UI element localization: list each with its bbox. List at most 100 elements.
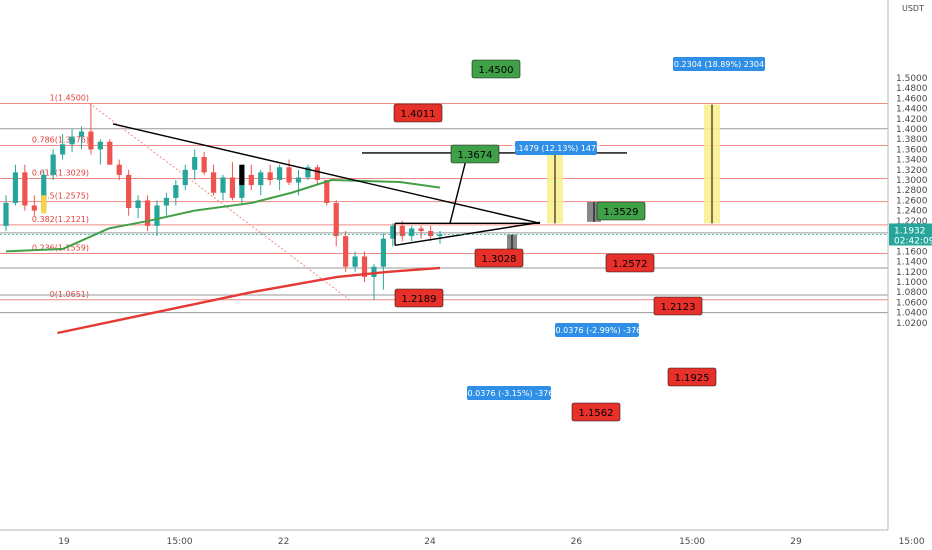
price-tag-box [571,402,621,422]
time-axis-tick: 22 [278,537,289,547]
price-tag-box [450,144,500,164]
projection-line [449,151,469,224]
candle-body [371,266,377,277]
measure-tag-box [467,386,551,400]
candle-body [88,131,94,150]
candle-body [305,167,311,178]
price-tag-label: 1.3529 [604,207,639,218]
time-axis-tick: 19 [58,537,70,547]
candle-body [409,228,415,237]
price-tags[interactable]: 1.4500 1.4011 1.3674 1.3529 1.3028 1.2572 1.21… [393,57,765,422]
price-axis-tick: 1.4200 [896,115,928,125]
price-axis-tick: 1.3800 [896,135,928,145]
price-tag-box [474,248,524,268]
horizontal-levels [0,128,888,314]
candle-body [201,157,207,173]
measure-tag-label: -0.0376 (-3.15%) -376 [465,389,554,398]
current-price-tag [889,223,932,246]
price-axis-tick: 1.1000 [896,278,928,288]
lower-trendline [394,221,541,246]
price-axis-tick: 1.4400 [896,105,928,115]
ma-red-line [57,266,441,335]
candle-body [126,174,132,209]
candle-body [41,174,47,211]
candle-body [267,172,273,180]
fib-level-label: 0.5(1.2575) [42,192,89,201]
fib-level-label: 1(1.4500) [50,94,89,103]
time-axis-tick: 15:00 [899,537,925,547]
price-tag-label: 1.3028 [482,254,517,265]
candle-body [22,172,28,206]
price-axis-tick: 1.3000 [896,176,928,186]
price-tag-box [653,296,703,316]
fib-level-label: 0.382(1.2121) [32,215,89,224]
time-axis-tick: 26 [571,537,583,547]
highlight-candle [41,195,47,214]
candle-body [12,172,19,203]
currency-label: USDT [902,4,924,13]
candle-body [418,228,424,231]
candle-body [50,154,56,175]
measure-tag-label: 0.2304 (18.89%) 2304 [674,60,764,69]
candle-body [239,174,245,198]
candles [3,103,443,300]
price-axis-tick: 1.2200 [896,217,928,227]
price-tag-box [596,201,646,221]
upper-trendline [112,123,541,225]
candle-body [437,234,443,237]
price-tag-box [471,59,521,79]
price-axis-tick: 1.0400 [896,309,928,319]
candle-body [78,131,85,137]
current-price-value: 1.1932 [894,226,926,236]
price-tag-label: 1.1925 [675,373,710,384]
price-tag-label: 1.3674 [458,150,493,161]
candle-body [97,141,103,150]
price-tag-label: 1.2123 [661,302,696,313]
candle-body [286,167,292,183]
candle-body [390,225,396,239]
candle-body [248,174,254,186]
measure-tag-box [515,141,597,155]
price-axis-tick: 1.5000 [896,74,928,84]
candle-body [343,236,349,267]
candle-body [220,177,226,193]
candle-body [314,167,320,180]
moving-averages [5,178,441,335]
price-axis-tick: 1.1400 [896,258,928,268]
measure-tag-box [555,323,639,337]
time-axis-tick: 29 [790,537,802,547]
candle-body [135,200,141,209]
price-axis-tick: 1.3400 [896,156,928,166]
time-axis-tick: 15:00 [679,537,705,547]
price-tag-box [394,288,444,308]
price-tag-label: 1.4500 [479,65,514,76]
price-axis-tick: 1.3200 [896,166,928,176]
price-tag-label: 1.4011 [401,109,436,120]
candle-body [3,202,9,226]
highlight-candle [239,164,245,186]
price-axis-tick: 1.4800 [896,84,928,94]
candle-body [427,231,434,237]
price-axis-tick: 1.0600 [896,298,928,308]
candle-body [333,202,339,237]
candle-body [192,157,198,170]
current-price-countdown: 02:42:09 [894,236,932,246]
time-axis-tick: 24 [424,537,436,547]
price-axis-tick: 1.2400 [896,207,928,217]
price-axis-tick: 1.4600 [896,94,928,104]
candle-body [380,238,386,267]
candle-body [116,164,122,175]
price-axis-tick: 1.4000 [896,125,928,135]
candle-body [31,205,37,211]
candle-body [182,169,188,186]
ma-green-line [5,178,441,253]
candle-body [361,256,368,277]
candle-body [144,200,151,226]
candle-body [399,225,405,237]
price-tag-label: 1.2572 [613,259,648,270]
price-axis[interactable]: 1.50001.48001.46001.44001.42001.40001.38… [0,0,932,530]
price-tag-box [393,103,443,123]
